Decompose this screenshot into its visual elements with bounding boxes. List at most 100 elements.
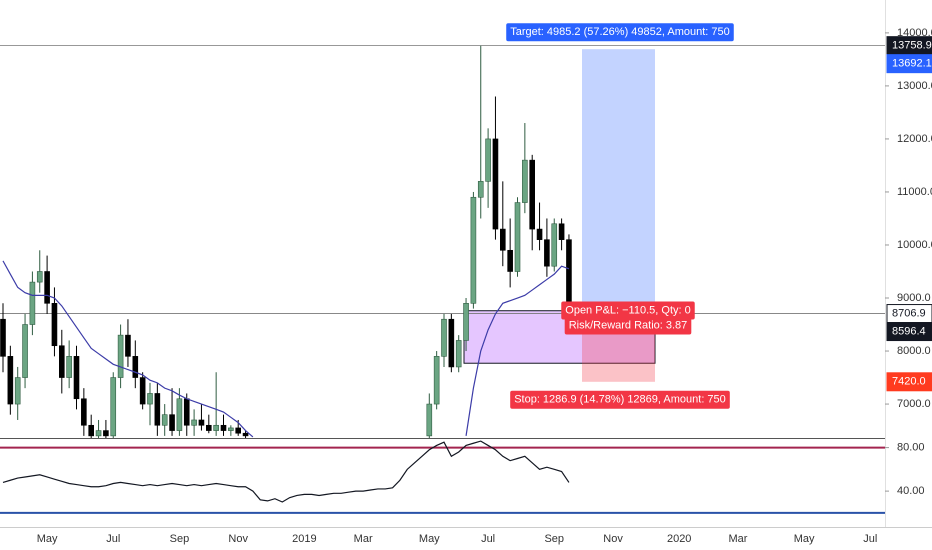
candle-body [477,181,484,198]
target-zone [582,49,655,314]
candle-body [448,318,455,368]
x-tick-label: May [794,533,815,545]
price-marker-label: 8596.4 [892,325,926,337]
candle-body [191,419,197,426]
y-tick-label: 8000.0 [897,345,931,357]
price-marker-label: 13692.1 [892,58,932,70]
candle-body [507,249,513,272]
candle-body [154,393,161,426]
rsi-line [2,440,570,503]
y-tick-label: 7000.0 [897,398,931,410]
candle-body [514,202,521,272]
candle-body [103,430,109,437]
candle-body [455,340,462,368]
x-tick-label: Jul [481,533,495,545]
y-tick-label: 10000.0 [897,239,932,251]
target-label-box [506,23,734,42]
moving-average [2,260,254,438]
candle-body [29,281,36,325]
x-tick-label: Jul [106,533,120,545]
y-tick-label: 12000.0 [897,133,932,145]
x-tick-label: Nov [603,533,623,545]
candle-body [213,424,219,431]
candle-body [7,356,14,405]
price-marker-label: 7420.0 [892,376,926,388]
candle-body [485,138,491,182]
x-tick-label: May [37,533,58,545]
price-marker-box [886,54,932,74]
x-tick-label: Sep [544,533,564,545]
candle-body [522,159,528,203]
candle-body [558,223,565,240]
candle-body [22,324,28,378]
price-marker-box [886,322,932,342]
x-tick-label: Sep [170,533,190,545]
candle-body [183,398,190,426]
x-tick-label: Mar [354,533,373,545]
candle-body [51,303,58,347]
candle-body [235,427,241,434]
stop-label-box [510,390,730,409]
x-tick-label: Nov [228,533,248,545]
pnl-label-text: Open P&L: −110.5, Qty: 0 [565,304,690,316]
candle-body [198,419,205,426]
candle-body [470,196,477,304]
candle-body [529,159,536,230]
candle-body [206,424,212,431]
rsi-pane [0,440,885,514]
candle-body [433,356,440,405]
candle-body [88,424,94,437]
y-tick-label: 11000.0 [897,186,932,198]
price-marker-label: 13758.9 [892,40,932,52]
candle-body [551,223,558,267]
moving-average [465,265,570,436]
price-marker-box [886,372,932,392]
rr-label-text: Risk/Reward Ratio: 3.87 [569,319,688,331]
rsi-tick-label: 40.00 [897,485,925,497]
price-marker-label: 8706.9 [892,307,926,319]
candle-body [66,356,72,378]
candle-body [14,377,21,405]
candle-body [463,303,469,341]
candle-body [492,138,499,230]
x-tick-label: 2019 [292,533,316,545]
candle-body [73,356,80,400]
y-tick-label: 14000.0 [897,27,932,39]
x-tick-label: 2020 [667,533,691,545]
candle-body [161,414,168,426]
candle-body [36,271,43,283]
pnl-group: Open P&L: −110.5, Qty: 0 Risk/Reward Rati… [561,301,695,335]
candle-body [169,414,175,431]
candle-body [242,432,249,437]
candle-body [426,403,433,437]
candle-body [441,318,447,357]
candle-body [110,377,117,437]
candle-body [139,377,146,405]
candle-body [536,228,543,240]
stop-label-text: Stop: 1286.9 (14.78%) 12869, Amount: 750 [514,394,726,406]
rsi-tick-label: 80.00 [897,442,925,454]
candle-body [220,424,227,431]
candle-body [499,228,506,251]
y-tick-label: 9000.0 [897,292,931,304]
rr-label-box [564,316,692,335]
target-label-text: Target: 4985.2 (57.26%) 49852, Amount: 7… [510,26,730,38]
x-tick-label: May [419,533,440,545]
candle-body [228,427,234,431]
candle-body [81,398,87,426]
y-tick-label: 13000.0 [897,80,932,92]
candle-body [44,271,50,304]
candle-body [132,356,139,378]
x-tick-label: Jul [863,533,877,545]
x-tick-label: Mar [729,533,748,545]
pnl-label-box [561,301,695,320]
candle-body [147,393,153,405]
overlay: 7000.0 8000.0 9000.0 10000.0 11000.0 12000.0 1… [37,23,932,545]
candle-body [176,398,183,431]
candle-body [95,430,102,437]
candle-body [58,345,65,378]
candle-body [0,318,6,357]
